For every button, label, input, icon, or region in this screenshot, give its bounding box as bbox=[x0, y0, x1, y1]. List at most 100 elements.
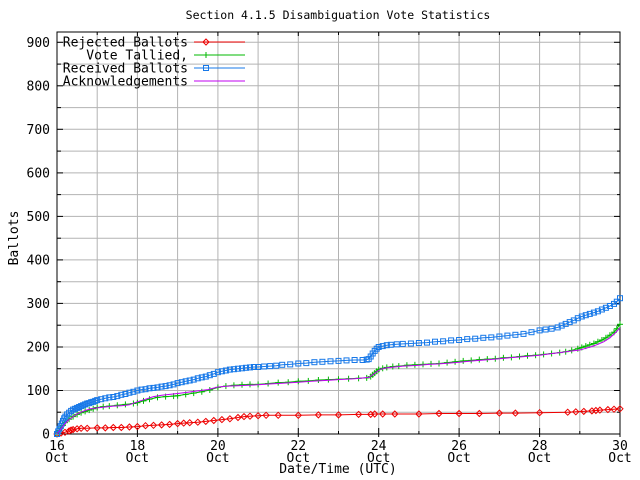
diamond-marker bbox=[101, 424, 110, 432]
square-marker bbox=[154, 384, 161, 391]
diamond-marker bbox=[117, 423, 126, 432]
square-marker bbox=[174, 380, 181, 387]
square-marker bbox=[594, 308, 601, 315]
grid-layer bbox=[57, 32, 620, 434]
x-tick-month-label: Oct bbox=[447, 451, 470, 466]
square-marker bbox=[255, 364, 262, 370]
x-tick-label: 16 bbox=[49, 439, 65, 454]
square-marker bbox=[110, 394, 117, 400]
diamond-marker bbox=[262, 411, 270, 420]
square-marker bbox=[202, 373, 209, 380]
square-marker bbox=[424, 339, 430, 346]
square-marker bbox=[554, 324, 561, 331]
square-marker bbox=[464, 336, 471, 343]
diamond-marker bbox=[141, 421, 150, 430]
square-marker bbox=[542, 326, 549, 333]
square-marker bbox=[520, 330, 527, 337]
square-marker bbox=[359, 357, 366, 363]
square-marker bbox=[327, 358, 334, 365]
diamond-marker bbox=[378, 410, 387, 418]
diamond-marker bbox=[202, 417, 210, 426]
square-marker bbox=[134, 387, 141, 394]
square-marker bbox=[98, 396, 105, 403]
square-marker bbox=[118, 391, 125, 398]
square-marker bbox=[235, 365, 241, 372]
diamond-marker bbox=[294, 411, 303, 420]
x-tick-label: 18 bbox=[130, 439, 146, 454]
diamond-marker bbox=[604, 405, 612, 414]
diamond-marker bbox=[563, 408, 572, 416]
square-marker bbox=[194, 375, 201, 382]
diamond-marker bbox=[194, 418, 202, 426]
diamond-marker bbox=[93, 424, 101, 432]
legend-item-label: Vote Tallied, bbox=[86, 49, 188, 64]
x-tick-month-label: Oct bbox=[528, 451, 551, 466]
square-marker bbox=[190, 376, 197, 383]
square-marker bbox=[574, 315, 581, 322]
square-marker bbox=[440, 338, 447, 345]
diamond-marker bbox=[572, 408, 580, 416]
diamond-marker bbox=[616, 405, 624, 413]
square-marker bbox=[393, 341, 400, 348]
y-tick-label: 600 bbox=[27, 166, 50, 181]
square-marker bbox=[496, 333, 503, 340]
square-marker bbox=[504, 332, 511, 339]
square-marker bbox=[230, 366, 237, 373]
square-marker bbox=[206, 372, 213, 379]
diamond-marker bbox=[435, 409, 443, 418]
square-marker bbox=[182, 378, 189, 385]
y-tick-label: 300 bbox=[27, 297, 50, 312]
data-series-layer bbox=[53, 295, 624, 438]
legend-item-label: Received Ballots bbox=[63, 62, 188, 77]
diamond-marker bbox=[391, 410, 399, 418]
diamond-marker bbox=[202, 38, 210, 46]
square-marker bbox=[602, 304, 609, 311]
y-tick-label: 400 bbox=[27, 253, 50, 268]
square-marker bbox=[243, 364, 249, 371]
diamond-marker bbox=[370, 410, 379, 418]
series-acknowledgements bbox=[56, 327, 621, 435]
y-tick-label: 200 bbox=[27, 341, 50, 356]
square-marker bbox=[166, 382, 173, 389]
y-tick-label: 0 bbox=[42, 428, 50, 443]
diamond-marker bbox=[314, 411, 323, 419]
square-marker bbox=[251, 364, 257, 370]
diamond-marker bbox=[69, 425, 77, 434]
y-axis-label: Ballots bbox=[7, 211, 22, 266]
diamond-marker bbox=[511, 409, 520, 417]
diamond-marker bbox=[234, 413, 242, 422]
square-marker bbox=[203, 65, 209, 71]
square-marker bbox=[536, 327, 543, 334]
square-marker bbox=[273, 362, 280, 369]
x-tick-label: 20 bbox=[210, 439, 226, 454]
square-marker bbox=[287, 361, 294, 368]
diamond-marker bbox=[240, 412, 248, 421]
diamond-marker bbox=[149, 421, 158, 430]
diamond-marker bbox=[67, 426, 75, 434]
square-marker bbox=[335, 357, 342, 364]
x-tick-month-label: Oct bbox=[608, 451, 631, 466]
square-marker bbox=[210, 370, 217, 377]
square-marker bbox=[387, 341, 394, 348]
diamond-marker bbox=[185, 418, 194, 427]
square-marker bbox=[617, 295, 623, 302]
legend-item-label: Acknowledgements bbox=[63, 75, 188, 90]
square-marker bbox=[150, 384, 157, 391]
diamond-marker bbox=[226, 415, 234, 423]
square-marker bbox=[566, 319, 573, 326]
square-marker bbox=[407, 340, 414, 347]
square-marker bbox=[432, 338, 438, 345]
y-tick-label: 800 bbox=[27, 79, 50, 94]
square-marker bbox=[106, 394, 113, 401]
diamond-marker bbox=[334, 411, 343, 419]
axis-layer: 16Oct18Oct20Oct22Oct24Oct26Oct28Oct30Oct… bbox=[27, 31, 632, 466]
square-marker bbox=[586, 310, 593, 317]
square-marker bbox=[247, 364, 253, 371]
square-marker bbox=[383, 342, 390, 349]
square-marker bbox=[267, 363, 274, 370]
x-tick-month-label: Oct bbox=[367, 451, 390, 466]
chart-title: Section 4.1.5 Disambiguation Vote Statis… bbox=[186, 8, 491, 22]
square-marker bbox=[122, 391, 129, 397]
legend-item-label: Rejected Ballots bbox=[63, 36, 188, 51]
